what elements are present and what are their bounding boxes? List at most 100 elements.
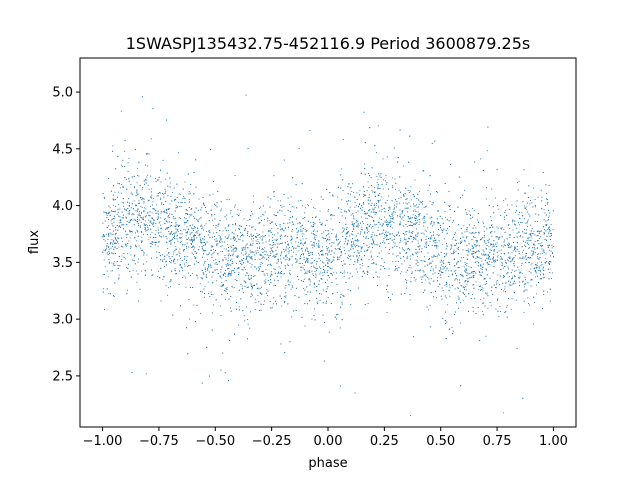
data-point — [455, 251, 457, 253]
data-point — [455, 243, 458, 245]
data-point — [163, 211, 165, 213]
data-point — [134, 263, 136, 265]
data-point — [120, 237, 123, 239]
data-point — [519, 257, 521, 259]
data-point — [362, 265, 364, 267]
data-point — [191, 246, 193, 249]
data-point — [208, 220, 210, 222]
data-point — [336, 239, 338, 241]
data-point — [335, 278, 337, 280]
data-point — [129, 237, 131, 239]
data-point — [379, 223, 381, 225]
data-point — [490, 244, 492, 246]
data-point — [298, 278, 300, 280]
data-point — [148, 219, 150, 221]
data-point — [478, 250, 480, 252]
data-point — [203, 273, 205, 275]
data-point — [496, 259, 499, 261]
data-point — [184, 258, 186, 260]
data-point — [136, 190, 138, 192]
data-point — [114, 226, 117, 229]
data-point — [482, 263, 484, 265]
data-point — [303, 256, 305, 258]
data-point — [280, 204, 282, 206]
data-point — [537, 256, 539, 258]
data-point — [108, 225, 110, 227]
data-point — [157, 217, 159, 219]
data-point — [494, 231, 496, 233]
data-point — [439, 234, 441, 236]
data-point — [298, 147, 300, 150]
data-point — [313, 282, 315, 284]
data-point — [262, 271, 264, 273]
data-point — [481, 260, 483, 262]
data-point — [319, 271, 321, 273]
data-point — [532, 247, 534, 249]
data-point — [410, 415, 412, 417]
data-point — [395, 206, 398, 208]
data-point — [470, 218, 472, 220]
data-point — [187, 353, 189, 355]
data-point — [445, 297, 447, 299]
data-point — [214, 239, 216, 241]
data-point — [233, 247, 235, 249]
data-point — [391, 239, 393, 241]
data-point — [468, 210, 470, 212]
data-point — [171, 230, 173, 233]
data-point — [396, 269, 398, 271]
data-point — [421, 248, 423, 250]
data-point — [519, 276, 521, 278]
data-point — [292, 251, 294, 253]
data-point — [407, 269, 409, 271]
data-point — [211, 271, 214, 273]
data-point — [313, 229, 315, 231]
data-point — [121, 255, 123, 257]
data-point — [468, 273, 470, 275]
data-point — [523, 311, 525, 314]
data-point — [386, 156, 388, 158]
data-point — [505, 281, 507, 283]
data-point — [354, 201, 356, 204]
data-point — [297, 231, 299, 233]
data-point — [264, 253, 266, 255]
data-point — [283, 301, 285, 303]
data-point — [194, 211, 196, 213]
data-point — [300, 266, 302, 269]
data-point — [355, 235, 358, 237]
data-point — [433, 255, 435, 258]
data-point — [491, 286, 493, 288]
data-point — [134, 218, 136, 220]
data-point — [403, 165, 405, 167]
data-point — [318, 258, 320, 260]
data-point — [269, 251, 271, 253]
data-point — [233, 236, 235, 238]
data-point — [523, 286, 525, 288]
data-point — [473, 210, 475, 212]
data-point — [380, 205, 382, 207]
data-point — [331, 241, 333, 243]
data-point — [122, 228, 125, 230]
data-point — [307, 248, 309, 250]
data-point — [191, 272, 193, 274]
data-point — [263, 236, 265, 238]
data-point — [174, 250, 176, 252]
data-point — [157, 227, 159, 229]
data-point — [548, 244, 550, 246]
data-point — [252, 234, 255, 236]
data-point — [237, 255, 239, 257]
data-point — [442, 268, 444, 270]
data-point — [445, 216, 447, 218]
data-point — [141, 218, 143, 220]
data-point — [139, 226, 141, 228]
data-point — [487, 126, 489, 128]
data-point — [340, 260, 342, 263]
data-point — [266, 258, 268, 260]
data-point — [544, 251, 546, 253]
data-point — [175, 204, 177, 206]
data-point — [482, 288, 484, 290]
data-point — [281, 305, 283, 307]
data-point — [255, 250, 257, 252]
data-point — [115, 232, 117, 234]
data-point — [537, 257, 539, 259]
data-point — [187, 213, 189, 215]
